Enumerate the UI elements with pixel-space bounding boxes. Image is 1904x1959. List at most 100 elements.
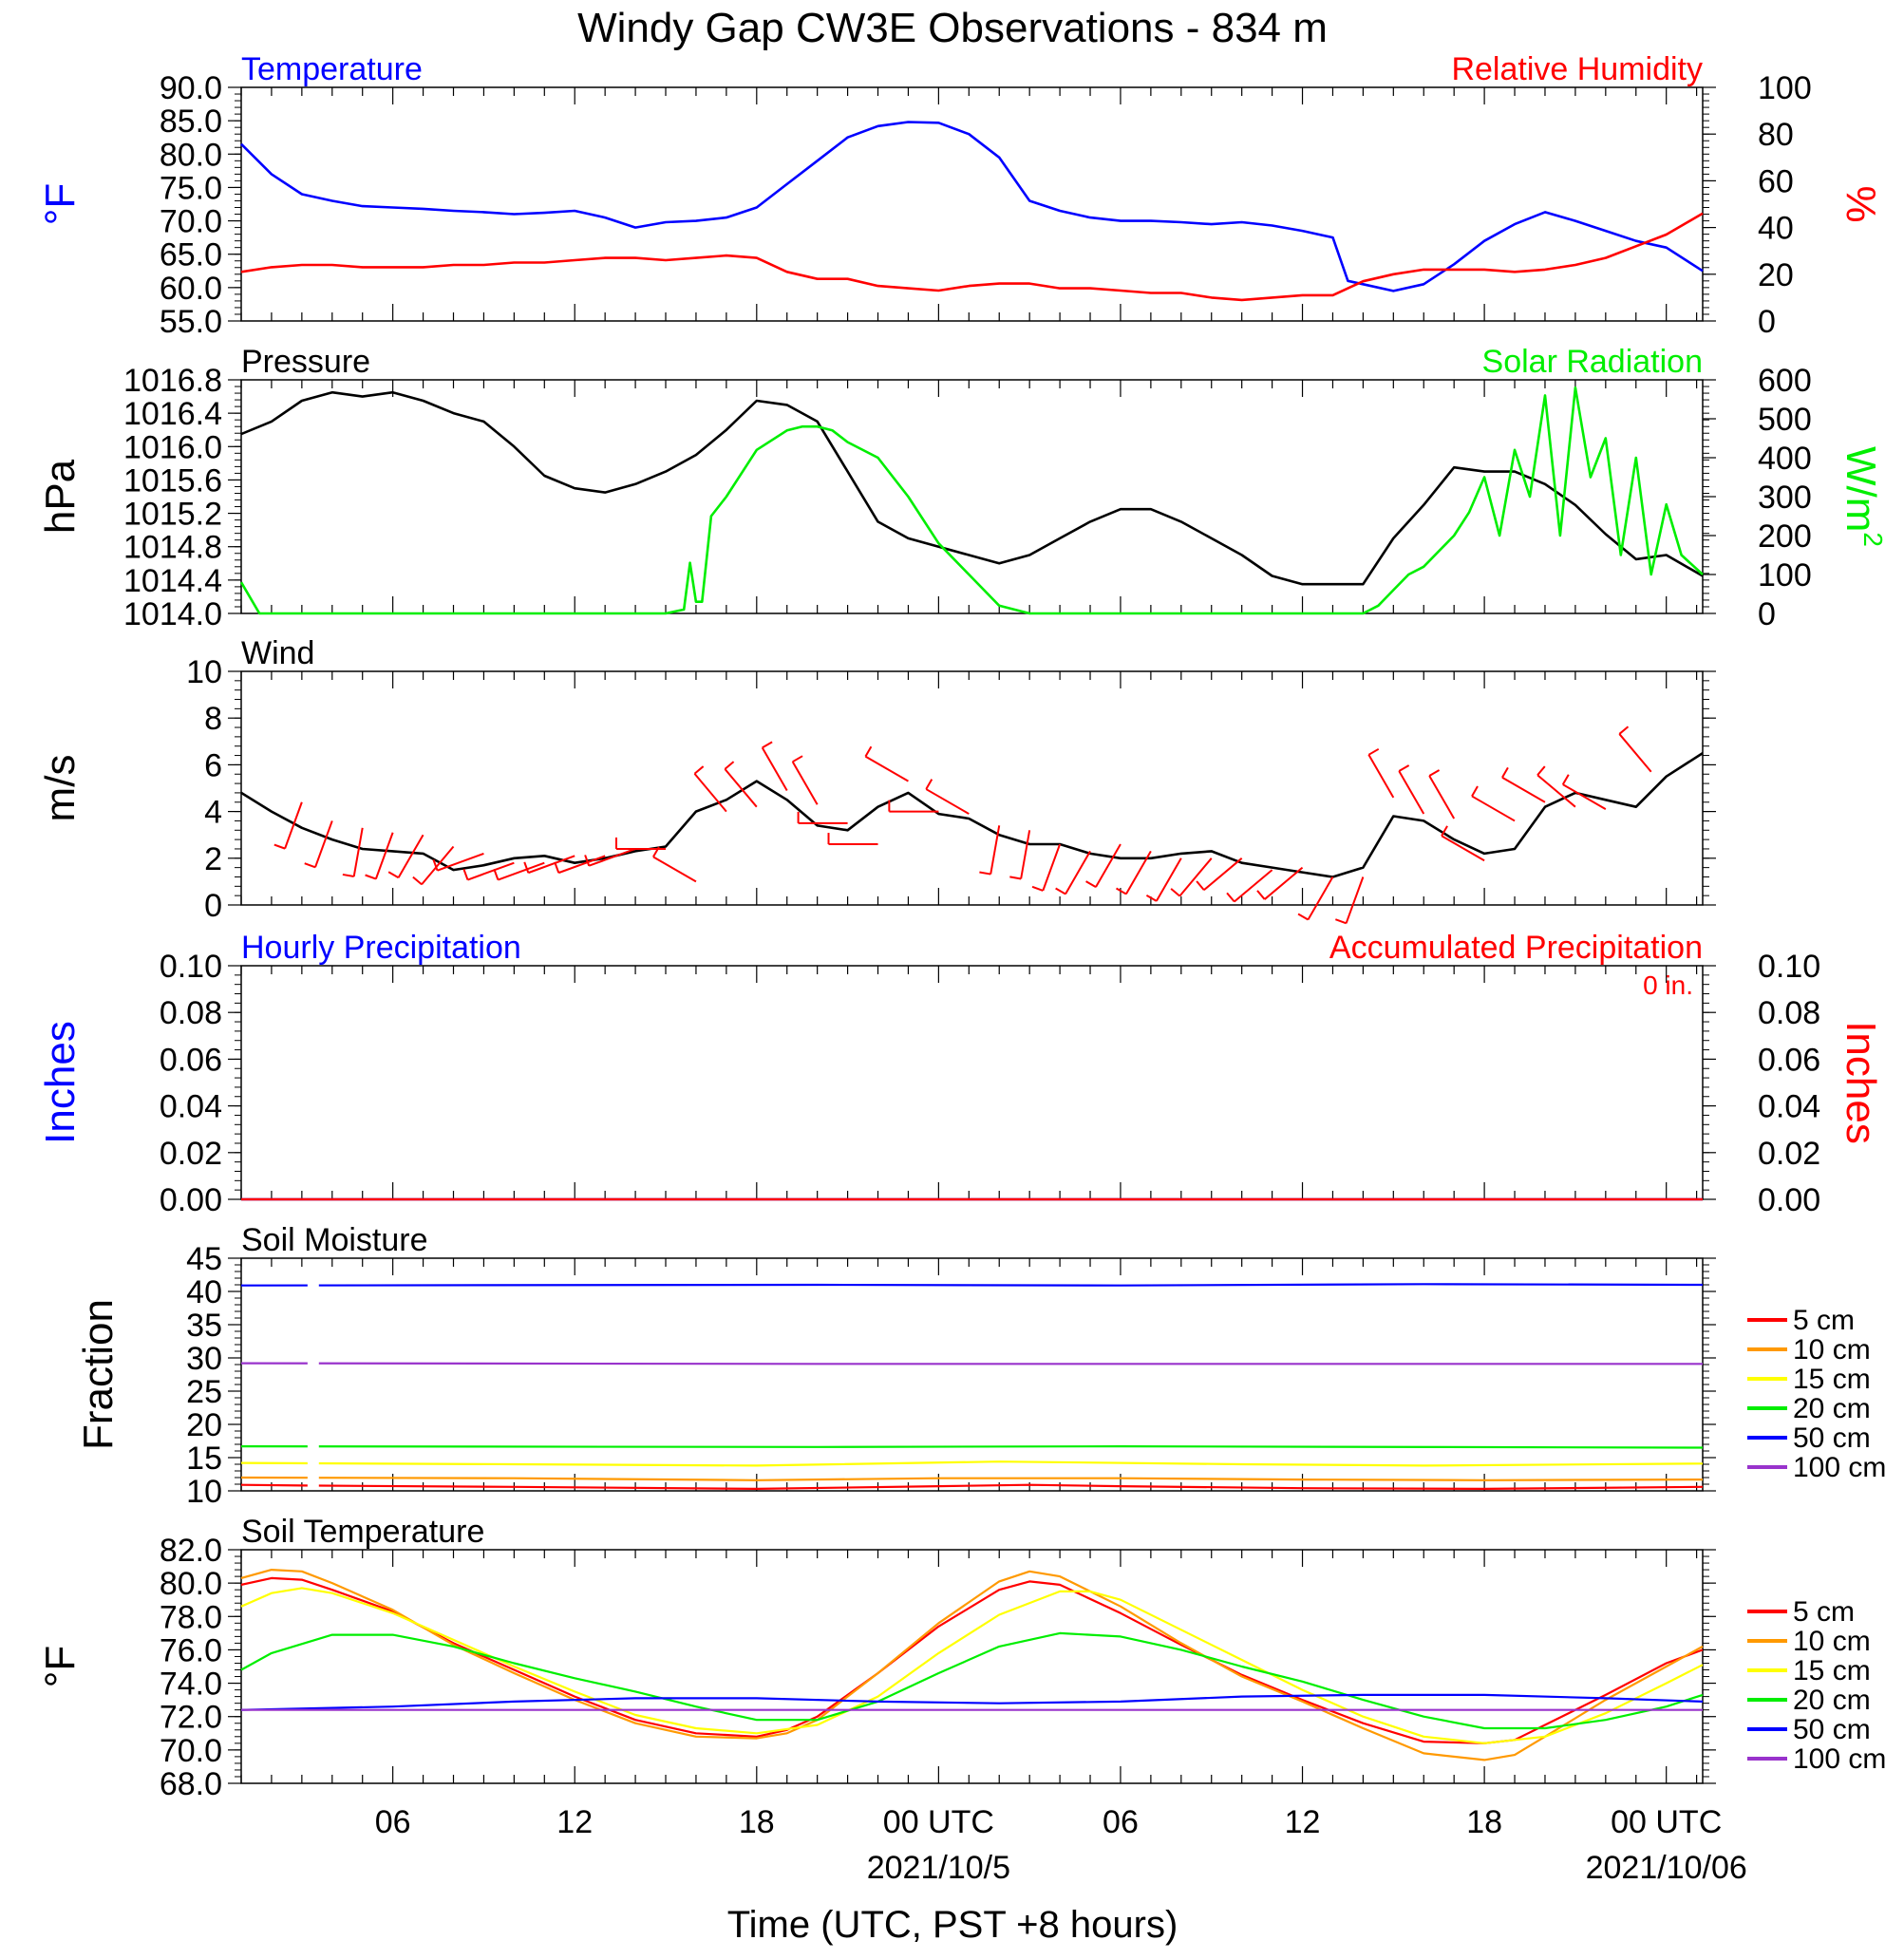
precipitation-y-axis-label-right: Inches bbox=[1838, 1021, 1884, 1144]
wind-barb-shaft bbox=[1307, 876, 1334, 921]
pressure-solar-right-title: Solar Radiation bbox=[1482, 344, 1703, 380]
wind-barb-flag bbox=[365, 874, 377, 880]
soil-moisture-series-15-cm bbox=[240, 1460, 1704, 1467]
soil-moisture-series-100-cm bbox=[240, 1362, 1703, 1366]
wind-barb-shaft bbox=[1618, 733, 1652, 773]
wind-barb-shaft bbox=[1501, 776, 1546, 803]
x-tick-label: 06 bbox=[375, 1804, 411, 1840]
precipitation-y-tick-label-left: 0.06 bbox=[160, 1042, 222, 1078]
wind-barb-shaft bbox=[864, 755, 909, 782]
soil-temperature-y-axis-label-left: °F bbox=[37, 1646, 84, 1687]
soil-moisture-y-axis-label-left: Fraction bbox=[75, 1299, 122, 1450]
pressure-solar-y-tick-label-right: 0 bbox=[1758, 596, 1776, 632]
precipitation-y-tick-label-right: 0.08 bbox=[1758, 995, 1820, 1031]
soil-temperature-series-50-cm bbox=[240, 1693, 1704, 1711]
wind-barb-shaft bbox=[1562, 783, 1607, 811]
soil-temperature-series-15-cm bbox=[240, 1587, 1704, 1744]
soil-temperature-legend-label: 50 cm bbox=[1793, 1714, 1871, 1745]
wind-barb-shaft bbox=[352, 827, 364, 877]
pressure-solar-y-tick-label-right: 200 bbox=[1758, 518, 1812, 555]
wind-barb-flag bbox=[1009, 876, 1022, 880]
wind-barb-flag bbox=[792, 755, 803, 763]
wind-barb-flag bbox=[1055, 887, 1066, 895]
soil-temperature-y-tick-label-left: 78.0 bbox=[160, 1599, 222, 1635]
wind-barb-shaft bbox=[1441, 835, 1485, 862]
pressure-solar-y-tick-label-right: 300 bbox=[1758, 480, 1812, 516]
wind-barb-shaft bbox=[1367, 754, 1395, 799]
soil-temperature-y-tick-label-left: 82.0 bbox=[160, 1533, 222, 1569]
wind-barb-flag bbox=[1031, 885, 1044, 892]
wind-barb-shaft bbox=[1178, 857, 1213, 897]
wind-barb-flag bbox=[584, 855, 591, 867]
wind-barb-shaft bbox=[1264, 866, 1304, 900]
pressure-solar-y-axis-label-right-sup: 2 bbox=[1858, 532, 1888, 547]
temperature-humidity-y-tick-label-right: 80 bbox=[1758, 117, 1794, 153]
wind-y-tick-label-left: 2 bbox=[204, 841, 222, 877]
wind-left-title: Wind bbox=[241, 635, 314, 671]
wind-barb-shaft bbox=[724, 768, 758, 808]
wind-barb-flag bbox=[273, 843, 286, 850]
soil-temperature-legend-label: 100 cm bbox=[1793, 1743, 1886, 1775]
soil-temperature-frame bbox=[240, 1549, 1704, 1784]
pressure-solar-series-solar-radiation bbox=[239, 386, 1704, 615]
wind-barb-flag bbox=[979, 871, 991, 876]
wind-barb-shaft bbox=[314, 820, 333, 868]
soil-temperature-legend-label: 20 cm bbox=[1793, 1685, 1871, 1716]
pressure-solar-left-title: Pressure bbox=[241, 344, 370, 380]
x-tick-label: 06 bbox=[1103, 1804, 1139, 1840]
soil-temperature-y-tick-label-left: 76.0 bbox=[160, 1632, 222, 1668]
pressure-solar-y-tick-label-left: 1014.8 bbox=[123, 530, 222, 566]
soil-temperature-y-tick-label-left: 68.0 bbox=[160, 1766, 222, 1802]
pressure-solar-y-tick-label-left: 1014.4 bbox=[123, 563, 222, 599]
soil-moisture-y-tick-label-left: 10 bbox=[186, 1474, 222, 1510]
precipitation-annotation: 0 in. bbox=[1643, 970, 1693, 1000]
x-axis-title: Time (UTC, PST +8 hours) bbox=[727, 1904, 1178, 1946]
precipitation-y-tick-label-right: 0.00 bbox=[1758, 1182, 1820, 1218]
soil-temperature-y-tick-label-left: 80.0 bbox=[160, 1566, 222, 1602]
pressure-solar-y-axis-label-right: W/m2 bbox=[1838, 446, 1888, 547]
wind-barb-shaft bbox=[498, 861, 545, 881]
wind-barb-flag bbox=[864, 745, 873, 758]
x-tick-label: 18 bbox=[739, 1804, 775, 1840]
pressure-solar-y-axis-label-right-text: W/m bbox=[1838, 446, 1884, 532]
wind-frame bbox=[240, 670, 1704, 906]
soil-temperature-legend-label: 5 cm bbox=[1793, 1596, 1855, 1628]
wind-barb-shaft bbox=[1471, 795, 1516, 822]
wind-barb-shaft bbox=[284, 801, 303, 849]
temperature-humidity-y-tick-label-left: 65.0 bbox=[160, 237, 222, 273]
x-tick-label: 00 UTC bbox=[883, 1804, 994, 1840]
x-tick-label: 00 UTC bbox=[1611, 1804, 1722, 1840]
wind-barb-shaft bbox=[1203, 857, 1243, 891]
pressure-solar-y-axis-label-left: hPa bbox=[37, 459, 84, 534]
soil-moisture-series-10-cm bbox=[240, 1476, 1704, 1481]
precipitation-frame bbox=[240, 965, 1704, 1200]
wind-barb-flag bbox=[1536, 765, 1546, 776]
wind-barb-shaft bbox=[1020, 830, 1031, 879]
soil-moisture-y-tick-label-left: 35 bbox=[186, 1308, 222, 1344]
wind-series-wind bbox=[240, 752, 1704, 878]
wind-barb-shaft bbox=[1155, 857, 1182, 902]
precipitation-y-tick-label-right: 0.06 bbox=[1758, 1042, 1820, 1078]
precipitation-y-tick-label-left: 0.04 bbox=[160, 1089, 222, 1125]
temperature-humidity-y-tick-label-right: 0 bbox=[1758, 304, 1776, 340]
x-tick-label: 18 bbox=[1466, 1804, 1502, 1840]
precipitation-y-tick-label-left: 0.00 bbox=[160, 1182, 222, 1218]
temperature-humidity-y-tick-label-left: 80.0 bbox=[160, 137, 222, 173]
wind-barb-flag bbox=[724, 761, 735, 770]
wind-barb-flag bbox=[1398, 764, 1410, 772]
wind-barb-shaft bbox=[1345, 876, 1365, 924]
wind-barb-shaft bbox=[397, 834, 424, 878]
wind-barb-flag bbox=[1618, 725, 1630, 735]
temperature-humidity-y-axis-label-right-text: % bbox=[1838, 185, 1884, 222]
wind-barb-flag bbox=[1441, 825, 1448, 837]
soil-moisture-series-50-cm bbox=[240, 1283, 1704, 1287]
wind-barb-shaft bbox=[1065, 850, 1091, 895]
wind-barb-flag bbox=[1226, 892, 1235, 903]
wind-barb-shaft bbox=[1042, 843, 1062, 892]
temperature-humidity-right-title: Relative Humidity bbox=[1451, 51, 1703, 87]
soil-moisture-y-tick-label-left: 40 bbox=[186, 1274, 222, 1310]
wind-y-tick-label-left: 4 bbox=[204, 795, 222, 831]
wind-barb-flag bbox=[554, 861, 560, 874]
wind-barb-shaft bbox=[1428, 775, 1456, 819]
